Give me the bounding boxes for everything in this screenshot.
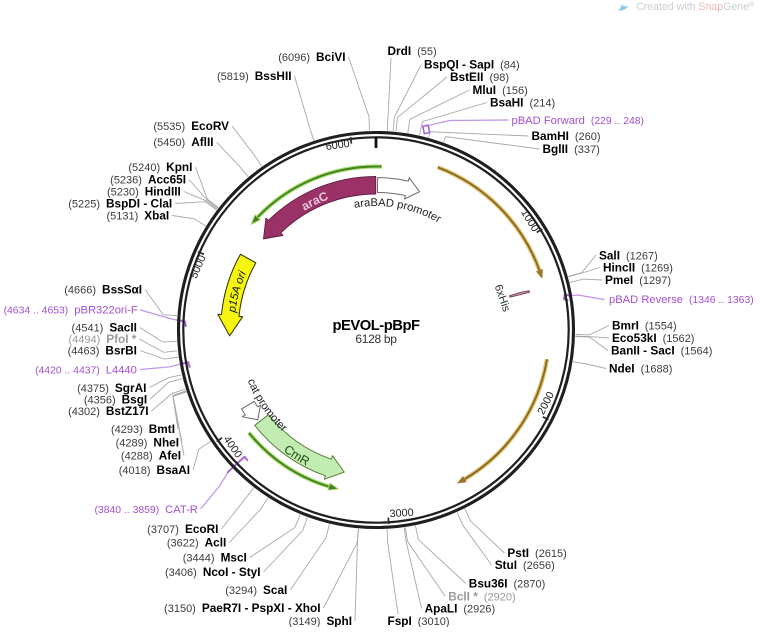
svg-text:(4541)SacII: (4541) SacII <box>72 321 137 335</box>
svg-text:(5225)BspDI - ClaI: (5225) BspDI - ClaI <box>68 197 172 211</box>
svg-text:BmrI(1554): BmrI (1554) <box>612 319 677 333</box>
svg-text:(5450)AflII: (5450) AflII <box>153 135 213 149</box>
svg-text:(4018)BsaAI: (4018) BsaAI <box>119 463 190 477</box>
svg-text:(4302)BstZ17I: (4302) BstZ17I <box>68 404 148 418</box>
svg-text:FspI(3010): FspI (3010) <box>388 614 450 627</box>
svg-text:(3622)AclI: (3622) AclI <box>167 536 226 550</box>
svg-text:BstEII(98): BstEII (98) <box>450 70 509 84</box>
svg-text:ApaLI(2926): ApaLI (2926) <box>425 602 496 616</box>
svg-text:(3840 .. 3859)CAT-R: (3840 .. 3859) CAT-R <box>94 504 197 516</box>
svg-text:PstI(2615): PstI (2615) <box>507 546 566 560</box>
svg-text:6128 bp: 6128 bp <box>355 332 397 346</box>
svg-text:BamHI(260): BamHI (260) <box>532 129 601 143</box>
svg-text:(3294)ScaI: (3294) ScaI <box>225 583 287 597</box>
svg-text:BglII(337): BglII (337) <box>543 142 600 156</box>
svg-text:(4420 .. 4437)L4440: (4420 .. 4437) L4440 <box>35 365 137 377</box>
svg-text:6000: 6000 <box>325 138 350 153</box>
svg-text:NdeI(1688): NdeI (1688) <box>609 362 672 376</box>
svg-text:(3444)MscI: (3444) MscI <box>183 551 247 565</box>
svg-text:3000: 3000 <box>389 507 414 521</box>
svg-text:(4356)BsgI: (4356) BsgI <box>84 393 147 407</box>
svg-text:(3150)PaeR7I - PspXI - XhoI: (3150) PaeR7I - PspXI - XhoI <box>164 601 320 615</box>
svg-text:(4288)AfeI: (4288) AfeI <box>121 449 181 463</box>
svg-text:(3406)NcoI - StyI: (3406) NcoI - StyI <box>165 565 260 579</box>
svg-text:(4463)BsrBI: (4463) BsrBI <box>68 344 137 358</box>
svg-text:PmeI(1297): PmeI (1297) <box>605 273 671 287</box>
svg-text:BspQI - SapI(84): BspQI - SapI (84) <box>424 58 520 72</box>
svg-text:BanII - SacI(1564): BanII - SacI (1564) <box>611 344 712 358</box>
svg-text:(5236)Acc65I: (5236) Acc65I <box>110 173 186 187</box>
svg-text:(6096)BciVI: (6096) BciVI <box>278 50 345 64</box>
svg-text:(4375)SgrAI: (4375) SgrAI <box>77 381 146 395</box>
svg-text:pBAD Reverse(1346 .. 1363): pBAD Reverse (1346 .. 1363) <box>609 294 754 306</box>
svg-text:(4666)BssSαI: (4666) BssSαI <box>64 283 142 297</box>
svg-text:BclI *(2920): BclI * (2920) <box>448 590 515 604</box>
svg-text:BsaHI(214): BsaHI (214) <box>490 96 555 110</box>
svg-text:(4634 .. 4653)pBR322ori-F: (4634 .. 4653) pBR322ori-F <box>4 305 138 317</box>
svg-text:Created with SnapGene®: Created with SnapGene® <box>636 1 755 13</box>
svg-text:pBAD Forward(229 .. 248): pBAD Forward (229 .. 248) <box>512 115 645 127</box>
svg-text:pEVOL-pBpF: pEVOL-pBpF <box>332 318 420 334</box>
svg-text:MluI(156): MluI (156) <box>473 83 528 97</box>
svg-text:SalI(1267): SalI (1267) <box>599 249 658 263</box>
svg-text:Eco53kI(1562): Eco53kI (1562) <box>612 331 694 345</box>
svg-text:HincII(1269): HincII (1269) <box>603 261 673 275</box>
svg-text:(5131)XbaI: (5131) XbaI <box>106 209 169 223</box>
svg-text:(4494)PfoI *: (4494) PfoI * <box>68 332 136 346</box>
svg-text:(5240)KpnI: (5240) KpnI <box>128 160 192 174</box>
svg-text:StuI(2656): StuI (2656) <box>495 558 555 572</box>
svg-text:(4289)NheI: (4289) NheI <box>116 436 179 450</box>
svg-text:(5535)EcoRV: (5535) EcoRV <box>153 119 229 133</box>
svg-text:Bsu36I(2870): Bsu36I (2870) <box>469 577 545 591</box>
svg-text:(5819)BssHII: (5819) BssHII <box>217 69 292 83</box>
svg-text:(3707)EcoRI: (3707) EcoRI <box>147 522 218 536</box>
svg-text:DrdI(55): DrdI (55) <box>388 44 437 58</box>
svg-text:(3149)SphI: (3149) SphI <box>289 614 352 627</box>
svg-text:(5230)HindIII: (5230) HindIII <box>107 185 181 199</box>
svg-text:(4293)BmtI: (4293) BmtI <box>111 422 175 436</box>
